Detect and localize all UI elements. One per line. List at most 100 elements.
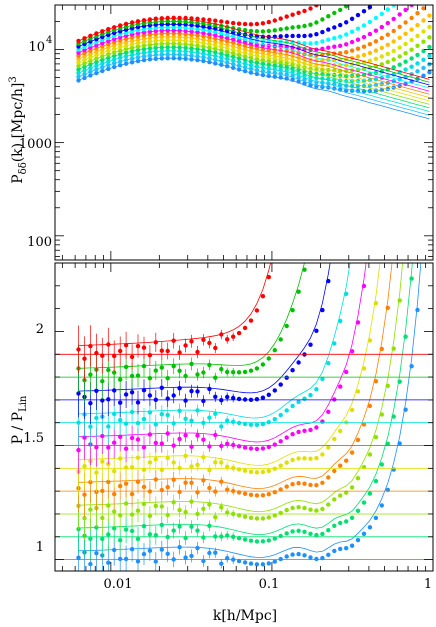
top-point-4-2 (88, 58, 93, 64)
top-point-4-9 (129, 45, 135, 50)
bottom-point-2-15 (165, 512, 170, 518)
bottom-point-9-22 (207, 340, 212, 346)
bottom-point-2-29 (248, 515, 254, 520)
bottom-point-6-16 (171, 421, 176, 426)
top-point-12-8 (123, 21, 129, 27)
bottom-point-5-4 (100, 433, 105, 439)
bottom-point-9-19 (189, 339, 194, 344)
bottom-point-0-47 (355, 537, 361, 543)
bottom-point-7-7 (118, 400, 123, 405)
top-point-4-7 (118, 48, 123, 53)
bottom-point-4-16 (171, 460, 176, 465)
top-point-0-2 (88, 73, 93, 78)
bottom-point-3-33 (272, 490, 277, 495)
top-point-7-19 (189, 32, 194, 37)
top-point-8-17 (177, 28, 182, 33)
top-y-axis-label-rest: (k) [Mpc/h] (10, 83, 26, 163)
bottom-point-0-57 (415, 307, 420, 313)
top-point-1-8 (123, 57, 129, 63)
top-point-1-28 (242, 65, 248, 70)
top-point-9-13 (153, 25, 158, 30)
top-point-0-26 (231, 65, 236, 71)
bottom-point-4-11 (141, 467, 147, 472)
bottom-point-2-6 (112, 509, 117, 514)
top-point-7-23 (213, 36, 218, 41)
top-point-10-21 (201, 24, 206, 29)
bottom-point-1-30 (254, 539, 260, 544)
bottom-point-0-23 (213, 550, 218, 555)
bottom-panel-series (55, 263, 433, 571)
top-point-3-27 (236, 56, 242, 61)
top-point-9-25 (225, 32, 230, 37)
top-point-7-0 (76, 53, 81, 58)
top-point-7-51 (379, 35, 384, 41)
bottom-point-5-1 (82, 435, 87, 440)
bottom-point-3-49 (367, 403, 373, 409)
top-point-6-29 (248, 48, 254, 53)
top-point-3-25 (225, 53, 230, 58)
bottom-point-9-31 (260, 294, 266, 299)
top-point-5-51 (379, 54, 384, 59)
bottom-point-0-37 (296, 551, 301, 557)
top-point-9-51 (379, 11, 384, 17)
bottom-point-9-21 (201, 337, 206, 342)
top-point-4-15 (165, 41, 170, 46)
bottom-point-8-16 (171, 364, 176, 369)
bottom-point-0-0 (76, 555, 81, 560)
top-point-5-12 (147, 39, 153, 44)
top-point-6-13 (153, 35, 158, 40)
bottom-point-7-2 (88, 401, 93, 406)
bottom-point-7-18 (183, 398, 188, 403)
top-point-10-40 (314, 32, 319, 37)
top-point-0-59 (427, 70, 432, 75)
bottom-point-1-19 (189, 524, 194, 529)
top-point-0-23 (213, 61, 218, 66)
top-point-6-24 (219, 40, 224, 46)
bottom-point-2-37 (296, 505, 301, 510)
top-point-4-51 (379, 62, 384, 67)
top-point-8-5 (106, 38, 111, 44)
bottom-point-7-41 (320, 307, 325, 313)
top-point-6-22 (207, 38, 212, 43)
top-point-11-42 (326, 14, 331, 19)
top-point-6-2 (88, 51, 93, 57)
bottom-point-1-14 (159, 522, 164, 528)
top-point-2-29 (248, 62, 254, 68)
bottom-point-4-10 (135, 455, 141, 460)
bottom-point-3-39 (308, 482, 313, 488)
top-point-11-45 (344, 5, 349, 9)
bottom-model-line-2 (78, 263, 404, 513)
top-point-6-6 (112, 43, 117, 48)
bottom-point-8-9 (129, 373, 135, 379)
top-point-6-59 (427, 13, 432, 18)
top-point-0-1 (82, 75, 87, 81)
top-point-3-12 (147, 46, 153, 51)
top-point-4-32 (266, 58, 271, 64)
bottom-point-3-48 (361, 422, 367, 427)
top-point-3-15 (165, 45, 170, 50)
top-point-2-36 (290, 69, 295, 75)
bottom-point-8-32 (266, 356, 271, 361)
bottom-point-1-28 (242, 537, 248, 542)
top-point-6-11 (141, 36, 147, 41)
top-point-4-18 (183, 42, 188, 47)
bottom-point-8-14 (159, 365, 164, 370)
top-point-2-55 (403, 67, 408, 72)
top-point-8-12 (147, 29, 153, 34)
bottom-point-2-49 (367, 452, 373, 457)
top-point-6-31 (260, 50, 266, 55)
bottom-point-6-11 (141, 416, 147, 422)
top-point-10-45 (344, 20, 349, 25)
bottom-panel-frame (54, 262, 434, 572)
top-point-12-20 (195, 16, 200, 21)
bottom-point-5-6 (112, 440, 117, 445)
bottom-point-2-14 (159, 504, 164, 509)
bottom-point-1-55 (403, 334, 408, 339)
bottom-point-0-29 (248, 561, 254, 566)
top-point-12-15 (165, 15, 170, 21)
bottom-point-8-19 (189, 361, 194, 367)
top-point-11-31 (260, 29, 266, 34)
bottom-point-3-52 (385, 305, 390, 310)
bottom-point-5-29 (248, 446, 254, 451)
top-point-7-45 (344, 50, 349, 55)
